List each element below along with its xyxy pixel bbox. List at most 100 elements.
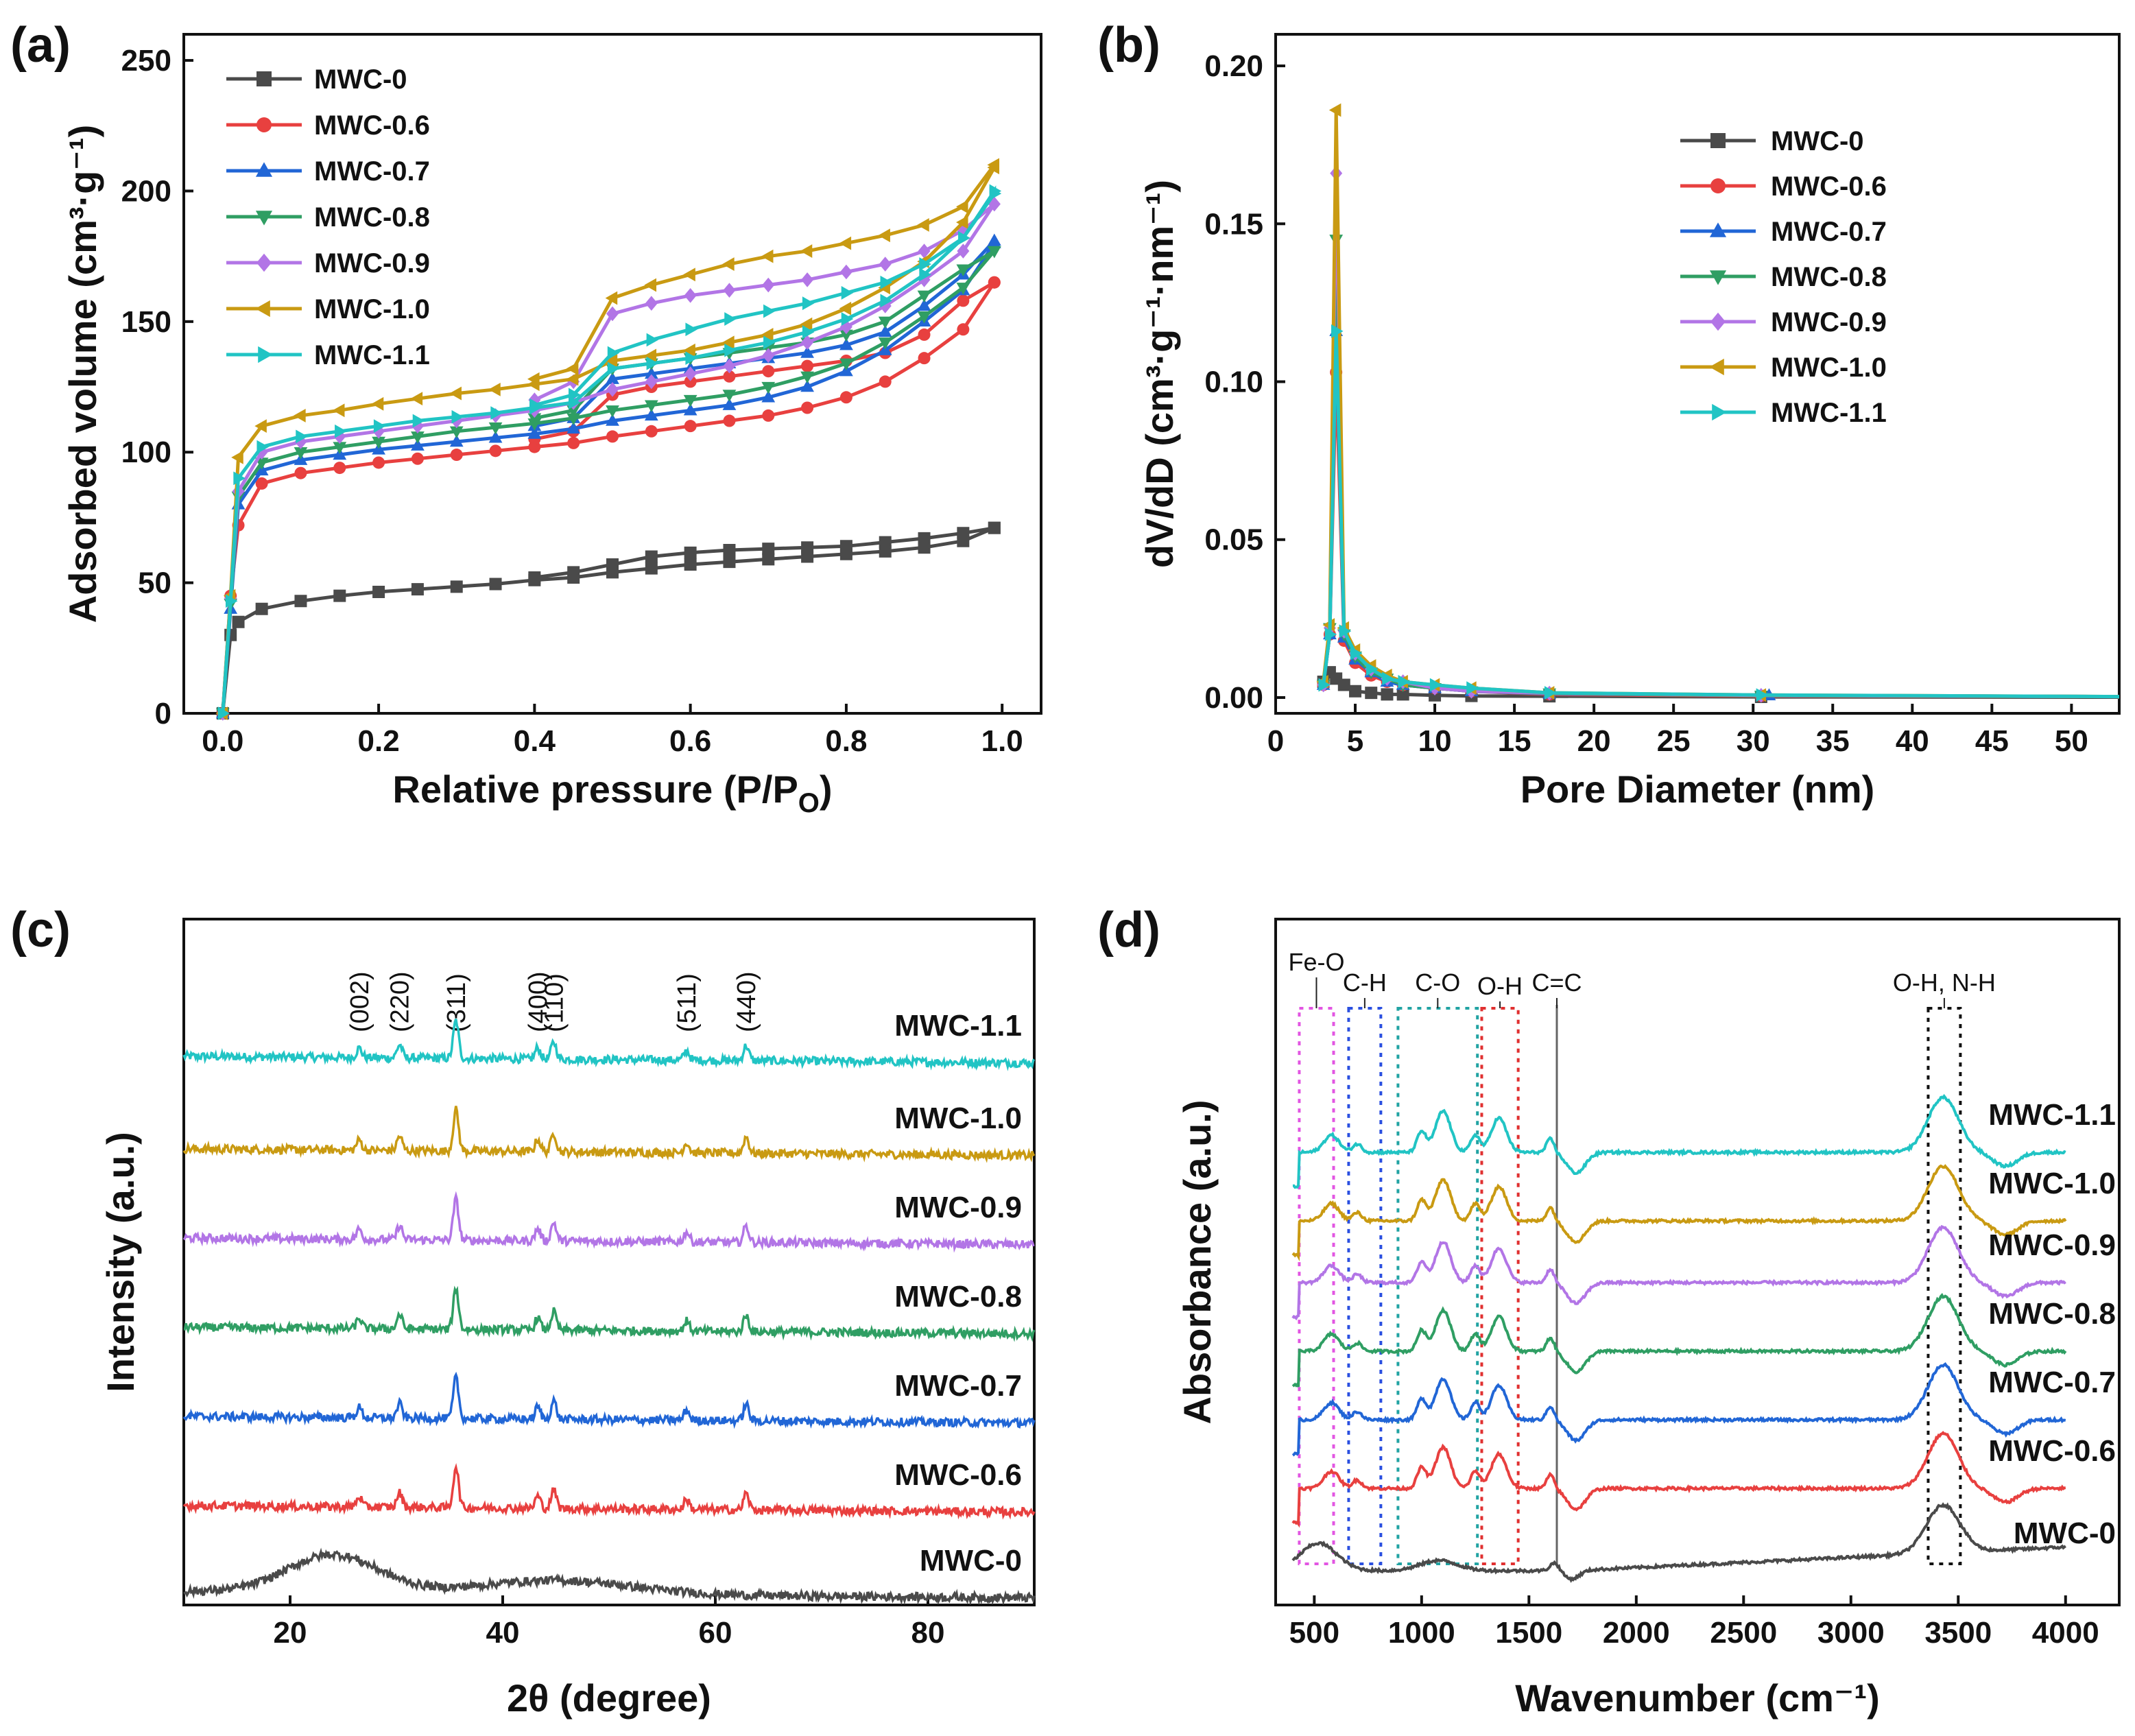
data-point-MWC-1.0: [644, 348, 657, 363]
data-point-MWC-0.7: [917, 298, 931, 311]
legend-label-MWC-0.8: MWC-0.8: [1771, 262, 1887, 292]
data-point-MWC-1.0: [605, 291, 618, 305]
xrd-pattern-MWC-1.0: [182, 1106, 1036, 1163]
data-point-MWC-1.1: [802, 296, 815, 311]
panel-d-xtick-label: 2000: [1603, 1616, 1670, 1650]
data-point-MWC-0.8: [839, 358, 853, 371]
data-point-MWC-0.8: [878, 316, 892, 329]
data-point-MWC-0.8: [644, 400, 658, 413]
data-point-MWC-1.1: [763, 304, 776, 318]
legend-marker-MWC-0.8: [1709, 270, 1727, 285]
band-box-C-H: [1347, 1007, 1383, 1565]
legend-label-MWC-0.8: MWC-0.8: [314, 202, 430, 233]
data-point-MWC-0: [528, 571, 541, 584]
data-point-MWC-0.7: [411, 438, 425, 451]
panel-b-xtick-label: 45: [1975, 724, 2009, 758]
data-point-MWC-1.0: [449, 386, 462, 401]
panel-a-ticks: 0.0 0.2 0.4 0.6 0.8 1.0 0 50 100 150 200 250: [121, 44, 1023, 758]
data-point-MWC-0.9: [839, 319, 852, 335]
data-point-MWC-0.9: [801, 272, 814, 287]
panel-a-legend: MWC-0 MWC-0.6 MWC-0.7 MWC-0.8 MWC-0.9 MWC-1.0…: [226, 64, 430, 370]
curve-label-MWC-0: MWC-0: [2014, 1517, 2116, 1550]
data-point-MWC-1.1: [646, 356, 659, 370]
data-point-MWC-1.1: [724, 312, 737, 326]
curve-label-MWC-0.9: MWC-0.9: [1988, 1228, 2116, 1262]
data-point-MWC-0.6: [606, 430, 619, 443]
data-point-MWC-0: [762, 553, 775, 566]
data-point-MWC-1.0: [1328, 103, 1341, 117]
data-point-MWC-1.1: [529, 398, 542, 412]
data-point-MWC-0: [1381, 688, 1394, 701]
legend-label-MWC-0.9: MWC-0.9: [314, 248, 430, 278]
data-point-MWC-0.7: [800, 379, 814, 392]
data-point-MWC-0.7: [449, 434, 464, 447]
panel-d-label: (d): [1097, 903, 1160, 958]
panel-a-xtick-label: 0.2: [358, 724, 400, 758]
data-point-MWC-1.0: [294, 409, 306, 423]
data-point-MWC-1.1: [257, 440, 269, 454]
data-point-MWC-1.0: [800, 244, 813, 258]
data-point-MWC-1.0: [566, 361, 579, 376]
data-point-MWC-0: [762, 543, 775, 556]
data-point-MWC-0.6: [411, 452, 424, 465]
data-point-MWC-0.8: [800, 371, 814, 384]
panel-b-ytick-label: 0.20: [1204, 49, 1263, 83]
data-point-MWC-0: [567, 566, 580, 579]
curve-label-MWC-0.6: MWC-0.6: [1988, 1434, 2116, 1468]
panel-b-xtick-label: 50: [2055, 724, 2088, 758]
data-point-MWC-0.6: [255, 477, 268, 490]
panel-a-xlabel: Relative pressure (P/PO): [392, 768, 832, 818]
panel-d-series: MWC-1.1 MWC-1.0 MWC-0.9 MWC-0.8 MWC-0.7 MWC-0…: [1291, 1093, 2116, 1583]
legend-marker-MWC-0.8: [255, 211, 273, 226]
data-point-MWC-1.1: [1339, 624, 1352, 639]
xrd-pattern-MWC-0.8: [183, 1285, 1036, 1342]
panel-a-series: [215, 158, 1002, 721]
ftir-spectrum-MWC-1.0: [1291, 1164, 2067, 1261]
curve-label-MWC-0.9: MWC-0.9: [894, 1191, 1022, 1224]
series-MWC-0.7: MWC-0.7: [1291, 1362, 2116, 1457]
panel-d-frame: [1274, 918, 2121, 1606]
curve-label-MWC-1.1: MWC-1.1: [894, 1009, 1022, 1043]
data-point-MWC-1.0: [371, 396, 384, 411]
data-point-MWC-0.8: [878, 337, 892, 350]
data-point-MWC-0: [1396, 688, 1409, 701]
data-point-MWC-1.0: [683, 267, 695, 282]
data-point-MWC-1.1: [490, 406, 503, 420]
legend-marker-MWC-1.1: [1712, 403, 1727, 421]
data-point-MWC-0.6: [333, 462, 346, 475]
series-MWC-0.7: [1316, 324, 2120, 700]
data-point-MWC-0.9: [762, 348, 775, 364]
data-point-MWC-1.1: [1429, 678, 1442, 692]
data-point-MWC-0.8: [566, 413, 581, 426]
data-point-MWC-0.6: [372, 456, 385, 469]
panel-b-xtick-label: 5: [1347, 724, 1363, 758]
panel-a-ytick-label: 250: [121, 44, 171, 78]
data-point-MWC-1.1: [1756, 688, 1769, 702]
data-point-MWC-0.8: [683, 394, 697, 407]
data-point-MWC-0: [232, 615, 245, 628]
data-point-MWC-0: [723, 556, 736, 569]
data-point-MWC-0.9: [801, 335, 814, 350]
series-MWC-1.0: MWC-1.0: [182, 1102, 1036, 1163]
panel-a-xtick-label: 0.0: [202, 724, 243, 758]
data-point-MWC-1.0: [644, 278, 657, 292]
panel-a-ytick-label: 150: [121, 305, 171, 339]
panel-a-xtick-label: 0.4: [514, 724, 556, 758]
data-point-MWC-1.1: [412, 414, 425, 428]
psd-line-MWC-1.0: [1322, 110, 2120, 699]
data-point-MWC-0.7: [644, 408, 658, 421]
legend-marker-MWC-0.9: [1710, 312, 1726, 331]
data-point-MWC-1.1: [233, 471, 246, 486]
curve-label-MWC-0.8: MWC-0.8: [1988, 1297, 2116, 1331]
panel-a-ylabel: Adsorbed volume (cm³·g⁻¹): [61, 125, 104, 623]
data-point-MWC-1.1: [880, 275, 893, 289]
panel-b-xtick-label: 20: [1577, 724, 1611, 758]
data-point-MWC-0.8: [449, 426, 464, 439]
data-point-MWC-0: [801, 541, 814, 554]
data-point-MWC-1.0: [488, 382, 501, 396]
legend-marker-MWC-0.6: [1710, 178, 1726, 193]
data-point-MWC-1.1: [958, 231, 970, 245]
panel-a-ytick-label: 200: [121, 174, 171, 208]
data-point-MWC-0: [879, 536, 892, 549]
data-point-MWC-0: [918, 532, 931, 545]
